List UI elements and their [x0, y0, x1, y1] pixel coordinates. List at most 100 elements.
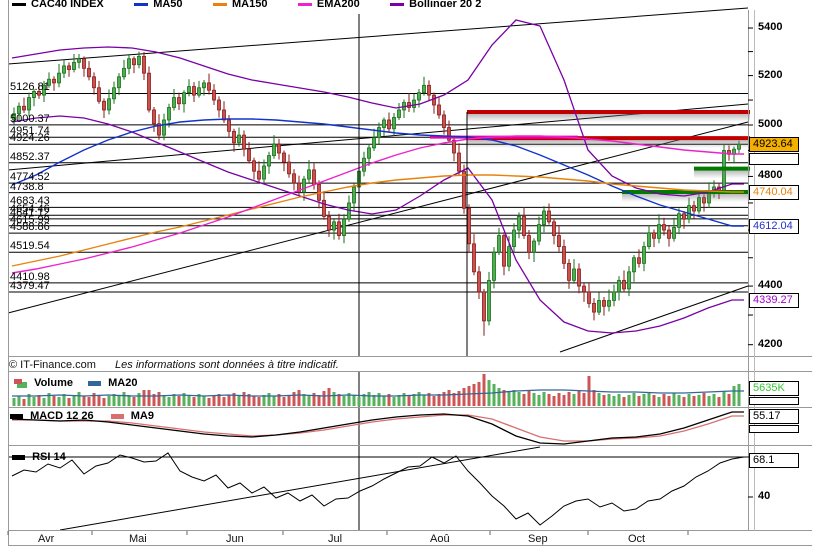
candle: [412, 99, 416, 108]
candle: [482, 291, 486, 322]
volume-bar: [197, 394, 201, 406]
volume-bar: [622, 397, 626, 406]
candle: [622, 279, 626, 290]
chart-line: [559, 285, 749, 353]
candle: [422, 84, 426, 94]
candle: [557, 235, 561, 248]
candle: [132, 58, 136, 66]
volume-bar: [352, 395, 356, 406]
volume-bar: [452, 393, 456, 406]
volume-bar: [522, 394, 526, 406]
candle: [692, 205, 696, 212]
candle: [682, 213, 686, 220]
candle: [282, 152, 286, 163]
volume-bar: [577, 391, 581, 406]
volume-bar: [307, 396, 311, 406]
volume-bar: [227, 395, 231, 406]
candle: [367, 147, 371, 159]
volume-bar: [327, 388, 331, 406]
volume-bar: [687, 394, 691, 406]
chart-line: [7, 7, 749, 65]
volume-bar: [702, 393, 706, 406]
volume-bar: [432, 396, 436, 406]
volume-bar: [137, 393, 141, 406]
candle: [252, 160, 256, 172]
candle: [62, 65, 66, 74]
candle: [57, 72, 61, 84]
volume-bar: [57, 397, 61, 406]
volume-bar: [492, 384, 496, 406]
series-line: [11, 174, 744, 267]
volume-bar: [422, 395, 426, 406]
volume-bar: [647, 392, 651, 406]
candle: [137, 55, 141, 66]
candle: [652, 232, 656, 239]
candle: [187, 86, 191, 94]
candle: [547, 210, 551, 223]
candle: [77, 58, 81, 63]
candle: [562, 246, 566, 264]
volume-bar: [367, 392, 371, 406]
candle: [157, 123, 161, 136]
candle: [97, 87, 101, 102]
candle: [517, 216, 521, 231]
volume-bar: [67, 398, 71, 406]
candle: [667, 229, 671, 239]
candle: [532, 240, 536, 253]
volume-bar: [567, 392, 571, 406]
candle: [387, 119, 391, 130]
volume-bar: [612, 396, 616, 406]
volume-bar: [467, 386, 471, 406]
candle: [392, 117, 396, 130]
volume-bar: [637, 396, 641, 406]
volume-bar: [167, 397, 171, 406]
ema200-swatch-icon: [297, 2, 312, 6]
volume-bar: [32, 397, 36, 406]
candle: [552, 221, 556, 236]
candle: [212, 89, 216, 101]
candle: [417, 92, 421, 101]
volume-bar: [472, 384, 476, 406]
month-label: Avr: [38, 533, 55, 545]
volume-bar: [362, 394, 366, 406]
volume-bar: [232, 393, 236, 406]
candle: [352, 186, 356, 204]
volume-bar: [527, 391, 531, 406]
volume-bar: [132, 397, 136, 406]
chart-line: [59, 446, 541, 531]
volume-bar: [657, 397, 661, 406]
candle: [297, 182, 301, 193]
candle: [117, 76, 121, 89]
volume-bar: [97, 395, 101, 406]
volume-bar: [507, 392, 511, 406]
volume-bar: [212, 396, 216, 406]
volume-bar: [47, 393, 51, 406]
volume-bar: [672, 393, 676, 406]
volume-bar: [642, 394, 646, 406]
candle: [437, 104, 441, 116]
copyright-bar: © IT-Finance.com Les informations sont d…: [9, 359, 339, 371]
volume-bar: [207, 398, 211, 406]
sr-shadow: [467, 113, 750, 122]
volume-bar: [597, 393, 601, 406]
rsi-swatch-icon: [12, 454, 25, 460]
candle: [427, 84, 431, 96]
volume-bar: [457, 391, 461, 406]
volume-bar: [407, 396, 411, 406]
volume-bar: [152, 394, 156, 406]
volume-bar: [557, 393, 561, 406]
volume-bar: [607, 394, 611, 406]
volume-bar: [667, 396, 671, 406]
volume-bar: [192, 397, 196, 406]
candle: [687, 205, 691, 220]
volume-bar: [267, 393, 271, 406]
candle: [32, 91, 36, 98]
volume-bar: [92, 393, 96, 406]
candle: [292, 173, 296, 184]
candle: [447, 127, 451, 141]
candle: [27, 97, 31, 111]
volume-bar: [562, 395, 566, 406]
ma150-swatch-icon: [213, 2, 227, 6]
